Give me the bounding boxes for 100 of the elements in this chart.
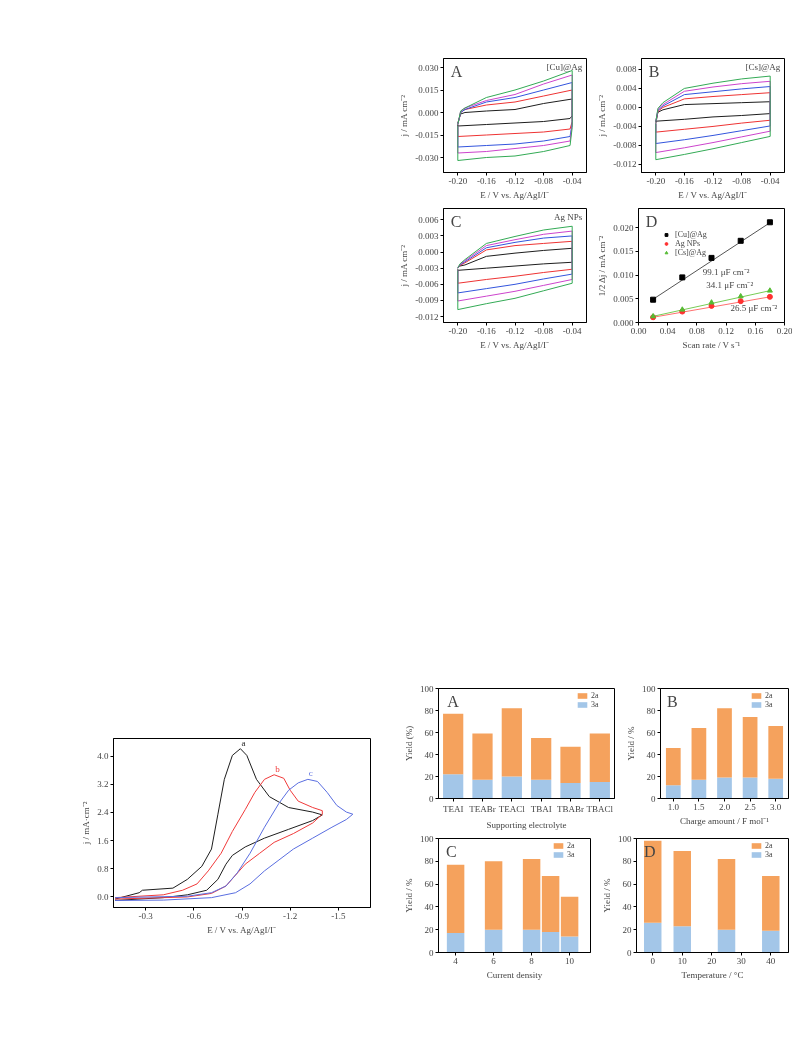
legend-label: 2a bbox=[765, 691, 774, 700]
y-axis-title: 1/2 Δj / mA cm⁻² bbox=[597, 235, 608, 297]
bar bbox=[541, 876, 560, 932]
bar bbox=[531, 779, 552, 799]
y-tick-label: 0.003 bbox=[418, 230, 439, 241]
y-tick-label: 1.6 bbox=[97, 835, 109, 846]
x-tick-label: -0.08 bbox=[534, 175, 554, 186]
y-tick-label: 0.0 bbox=[97, 891, 109, 902]
y-tick-label: 0.006 bbox=[418, 214, 439, 225]
x-tick-label: -1.5 bbox=[331, 910, 346, 921]
bar bbox=[768, 778, 784, 799]
x-tick-label: 30 bbox=[736, 955, 747, 966]
bar bbox=[673, 926, 691, 953]
bar bbox=[522, 859, 541, 930]
y-tick-label: 40 bbox=[424, 901, 434, 912]
x-tick-label: -0.20 bbox=[448, 325, 468, 336]
y-tick-label: 0 bbox=[429, 947, 434, 958]
point bbox=[708, 254, 715, 261]
y-tick-label: 0.008 bbox=[616, 64, 637, 75]
bar bbox=[717, 929, 736, 953]
y-tick-label: 100 bbox=[642, 683, 656, 694]
bar bbox=[443, 713, 464, 775]
x-tick-label: -0.16 bbox=[477, 325, 497, 336]
y-tick-label: -0.003 bbox=[415, 263, 439, 274]
y-tick-label: 0.030 bbox=[418, 62, 439, 73]
x-tick-label: TEACl bbox=[498, 803, 526, 814]
annotation: Ag NPs bbox=[553, 211, 583, 222]
bar bbox=[484, 861, 503, 930]
bar bbox=[446, 933, 465, 953]
annotation: D bbox=[644, 843, 656, 861]
bar bbox=[443, 774, 464, 799]
x-tick-label: -0.20 bbox=[448, 175, 468, 186]
legend-label: [Cu]@Ag bbox=[675, 230, 707, 239]
y-tick-label: -0.008 bbox=[613, 140, 637, 151]
y-tick-label: 0.000 bbox=[613, 317, 634, 328]
legend-label: 3a bbox=[765, 700, 774, 709]
legend-label: 3a bbox=[765, 850, 774, 859]
annotation: 99.1 μF cm⁻² bbox=[702, 267, 750, 278]
x-tick-label: -0.12 bbox=[505, 325, 525, 336]
bar bbox=[768, 725, 784, 779]
y-tick-label: 0.010 bbox=[613, 270, 634, 280]
y-axis-title: j / mA cm⁻² bbox=[399, 244, 410, 288]
y-axis-title: j / mA cm⁻² bbox=[597, 94, 608, 138]
line-series bbox=[655, 101, 771, 125]
y-tick-label: 100 bbox=[618, 833, 632, 844]
series-label: c bbox=[308, 768, 313, 779]
x-tick-label: 0.16 bbox=[747, 325, 764, 336]
x-tick-label: 1.0 bbox=[667, 801, 680, 812]
bar bbox=[501, 708, 522, 777]
y-tick-label: 4.0 bbox=[97, 751, 109, 762]
x-axis-title: E / V vs. Ag/AgI/I⁻ bbox=[480, 189, 550, 200]
legend-label: 3a bbox=[567, 850, 576, 859]
y-tick-label: 40 bbox=[622, 901, 632, 912]
x-tick-label: 0.04 bbox=[659, 325, 677, 336]
legend-label: 3a bbox=[591, 700, 600, 709]
y-tick-label: 60 bbox=[424, 727, 434, 738]
bar bbox=[691, 779, 707, 799]
bar bbox=[531, 738, 552, 780]
legend-label: [Cs]@Ag bbox=[675, 248, 706, 257]
y-tick-label: 80 bbox=[424, 856, 434, 867]
y-tick-label: 0.005 bbox=[613, 293, 634, 304]
bar bbox=[484, 929, 503, 953]
bar bbox=[762, 876, 780, 931]
x-tick-label: -0.04 bbox=[562, 175, 583, 186]
y-tick-label: 0.000 bbox=[418, 107, 439, 118]
line-series bbox=[114, 774, 323, 900]
annotation: 34.1 μF cm⁻² bbox=[706, 279, 754, 290]
annotation: A bbox=[450, 63, 463, 81]
bar bbox=[717, 777, 732, 799]
y-tick-label: -0.012 bbox=[415, 311, 439, 322]
bar bbox=[673, 851, 691, 927]
x-tick-label: -0.12 bbox=[703, 175, 723, 186]
bar bbox=[560, 783, 581, 799]
y-tick-label: 0 bbox=[429, 793, 434, 804]
x-tick-label: -0.16 bbox=[477, 175, 497, 186]
y-tick-label: 80 bbox=[622, 856, 632, 867]
y-tick-label: -0.012 bbox=[613, 159, 637, 170]
x-tick-label: 3.0 bbox=[770, 801, 782, 812]
x-axis-title: E / V vs. Ag/AgI/I⁻ bbox=[480, 339, 550, 350]
y-tick-label: 80 bbox=[646, 705, 656, 716]
y-axis-title: j / mA·cm⁻² bbox=[81, 801, 92, 846]
bar bbox=[762, 930, 780, 953]
bar bbox=[643, 922, 662, 953]
annotation: 26.5 μF cm⁻² bbox=[730, 302, 778, 313]
point bbox=[766, 287, 773, 293]
point bbox=[766, 219, 773, 226]
y-tick-label: 2.4 bbox=[97, 807, 109, 818]
bar bbox=[665, 785, 681, 799]
annotation: C bbox=[450, 213, 462, 231]
legend-label: 2a bbox=[567, 841, 576, 850]
annotation: [Cu]@Ag bbox=[546, 61, 583, 72]
annotation: A bbox=[447, 692, 460, 710]
bar bbox=[560, 896, 579, 937]
bar bbox=[717, 859, 736, 930]
y-tick-label: 80 bbox=[424, 705, 434, 716]
x-tick-label: 2.0 bbox=[718, 801, 731, 812]
legend-label: 2a bbox=[591, 691, 600, 700]
y-tick-label: 20 bbox=[622, 924, 632, 935]
bar bbox=[589, 782, 610, 799]
bar bbox=[472, 733, 493, 780]
